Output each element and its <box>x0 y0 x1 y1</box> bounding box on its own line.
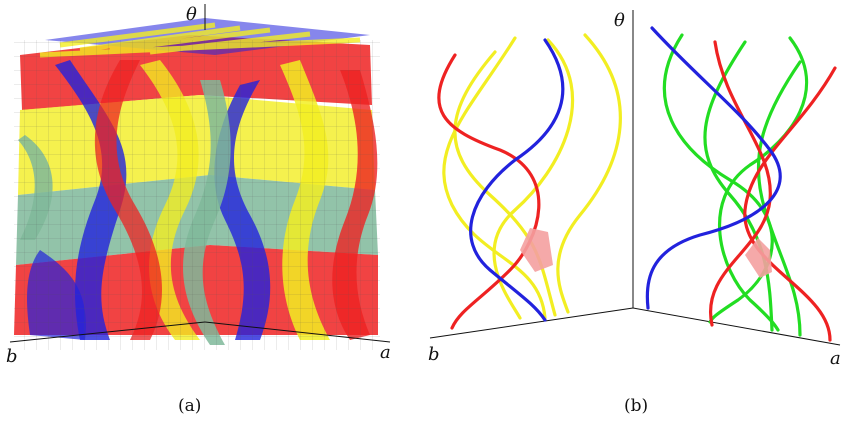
caption-b: (b) <box>624 396 648 416</box>
b-axis-a <box>9 321 206 343</box>
surface-sheets <box>14 18 380 350</box>
curve-yellow-3 <box>556 33 622 314</box>
b-label-b: b <box>428 344 440 365</box>
a-axis-a <box>204 321 391 343</box>
surface-mesh <box>14 40 380 350</box>
a-label-b: a <box>830 348 841 369</box>
curve-green-4 <box>756 60 802 337</box>
theta-label-a: θ <box>186 4 197 25</box>
curve-green-2 <box>703 40 774 332</box>
curve-red-right-2 <box>743 66 837 342</box>
caption-a: (a) <box>178 396 201 416</box>
curve-red-left <box>437 53 541 330</box>
highlight-region-right <box>745 238 772 278</box>
curve-green-3 <box>717 36 809 332</box>
highlight-region-left <box>520 228 553 272</box>
panel-b: θ b a (b) <box>428 10 841 416</box>
axes-a <box>9 4 391 343</box>
right-wall-curves <box>645 26 837 342</box>
axes-b <box>429 10 841 346</box>
b-axis-b <box>429 307 634 339</box>
theta-label-b: θ <box>614 10 625 31</box>
a-label-a: a <box>380 342 391 363</box>
panel-a: θ b a (a) <box>6 4 391 416</box>
curve-yellow-4 <box>453 50 557 317</box>
a-axis-b <box>632 307 841 346</box>
curve-blue-right <box>645 26 782 310</box>
left-wall-curves <box>437 33 622 330</box>
b-label-a: b <box>6 346 18 367</box>
curve-yellow-1 <box>442 36 547 320</box>
curve-yellow-2 <box>492 38 575 320</box>
curve-blue-left <box>469 38 565 322</box>
